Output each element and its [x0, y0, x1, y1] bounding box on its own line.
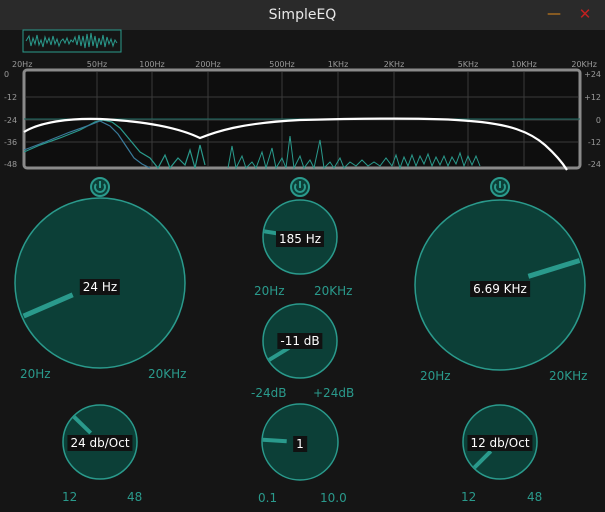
lowcut-freq-value: 24 Hz	[79, 279, 121, 295]
close-button[interactable]: ✕	[578, 5, 592, 23]
lowcut-slope-min-label: 12	[62, 490, 78, 504]
gain-labels-left: 0 -12 -24 -36 -48	[4, 70, 17, 169]
highcut-freq-max-label: 20KHz	[549, 369, 588, 383]
gain-label-left: 0	[4, 70, 9, 79]
highcut-slope-min-label: 12	[461, 490, 477, 504]
knob-indicator	[262, 437, 287, 444]
peak-gain-value: -11 dB	[277, 333, 323, 349]
peak-bypass-button[interactable]	[290, 177, 310, 197]
freq-label: 1KHz	[328, 60, 349, 69]
spectrum-analyzer[interactable]: 20Hz 50Hz 100Hz 200Hz 500Hz 1KHz 2KHz 5KHz 10KHz…	[4, 60, 601, 171]
gain-label-right: -12	[588, 138, 601, 147]
gain-label-left: -12	[4, 93, 17, 102]
highcut-freq-min-label: 20Hz	[420, 369, 451, 383]
freq-label: 20KHz	[571, 60, 597, 69]
highcut-slope-value: 12 db/Oct	[467, 435, 533, 451]
peak-gain-max-label: +24dB	[313, 386, 355, 400]
gain-label-left: -36	[4, 138, 17, 147]
gain-labels-right: +24 +12 0 -12 -24	[584, 70, 601, 169]
lowcut-freq-max-label: 20KHz	[148, 367, 187, 381]
freq-label: 20Hz	[12, 60, 32, 69]
highcut-slope-max-label: 48	[527, 490, 543, 504]
gain-label-right: +12	[584, 93, 601, 102]
freq-label: 100Hz	[139, 60, 164, 69]
gain-label-left: -48	[4, 160, 17, 169]
freq-label: 50Hz	[87, 60, 107, 69]
peak-gain-min-label: -24dB	[251, 386, 287, 400]
peak-q-min-label: 0.1	[258, 491, 278, 505]
title-bar: SimpleEQ — ✕	[0, 0, 605, 30]
peak-q-value: 1	[293, 436, 307, 452]
waveform-thumbnail	[22, 29, 122, 53]
knob-indicator	[72, 415, 93, 435]
peak-freq-min-label: 20Hz	[254, 284, 285, 298]
freq-label: 5KHz	[458, 60, 479, 69]
lowcut-slope-max-label: 48	[127, 490, 143, 504]
knob-indicator	[22, 292, 74, 319]
knob-indicator	[472, 449, 493, 470]
gain-label-left: -24	[4, 116, 17, 125]
lowcut-slope-value: 24 db/Oct	[67, 435, 133, 451]
highcut-freq-value: 6.69 KHz	[470, 281, 530, 297]
minimize-button[interactable]: —	[547, 6, 561, 22]
peak-freq-max-label: 20KHz	[314, 284, 353, 298]
window-title: SimpleEQ	[268, 7, 337, 23]
gain-label-right: -24	[588, 160, 601, 169]
spectrum-trace	[23, 119, 481, 170]
gain-label-right: 0	[596, 116, 601, 125]
lowcut-freq-min-label: 20Hz	[20, 367, 51, 381]
frequency-labels: 20Hz 50Hz 100Hz 200Hz 500Hz 1KHz 2KHz 5KHz 10KHz…	[12, 60, 597, 69]
freq-label: 2KHz	[384, 60, 405, 69]
lowcut-bypass-button[interactable]	[90, 177, 110, 197]
peak-freq-value: 185 Hz	[275, 231, 325, 247]
freq-label: 200Hz	[195, 60, 220, 69]
eq-response-curve	[23, 117, 568, 171]
peak-q-max-label: 10.0	[320, 491, 347, 505]
gain-label-right: +24	[584, 70, 601, 79]
knob-indicator	[268, 346, 291, 362]
highcut-bypass-button[interactable]	[490, 177, 510, 197]
freq-label: 10KHz	[511, 60, 537, 69]
knob-indicator	[527, 258, 581, 279]
freq-label: 500Hz	[269, 60, 294, 69]
